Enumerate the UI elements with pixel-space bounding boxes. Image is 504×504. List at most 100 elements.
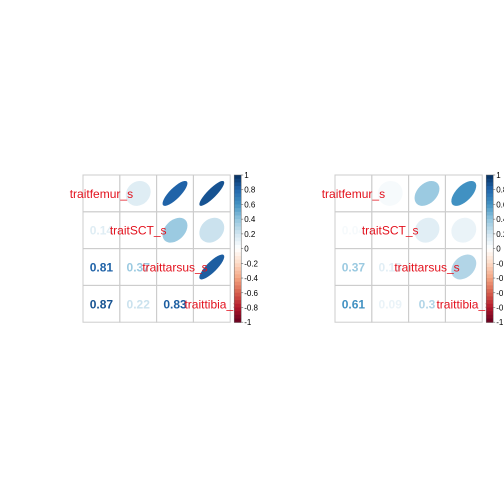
corr-value: 0.87 bbox=[90, 297, 114, 311]
corr-value: 0.09 bbox=[379, 297, 403, 311]
colorbar-segment bbox=[486, 300, 494, 305]
colorbar-tick-label: 0.2 bbox=[496, 230, 504, 239]
colorbar-tick-label: 0 bbox=[244, 245, 249, 254]
colorbar-segment bbox=[486, 200, 494, 206]
corr-ellipse bbox=[414, 217, 440, 243]
corr-ellipse bbox=[451, 217, 477, 243]
colorbar-tick-label: 0.4 bbox=[496, 215, 504, 224]
colorbar-tick-label: -0.4 bbox=[496, 274, 504, 283]
colorbar-segment bbox=[234, 211, 242, 217]
colorbar-segment bbox=[486, 189, 494, 194]
colorbar-segment bbox=[234, 248, 242, 253]
colorbar-segment bbox=[486, 175, 494, 180]
colorbar-tick-label: 0.6 bbox=[244, 200, 256, 209]
colorbar-segment bbox=[486, 314, 494, 320]
colorbar-segment bbox=[486, 259, 494, 264]
colorbar-tick-label: 0.8 bbox=[244, 186, 256, 195]
colorbar-segment bbox=[486, 311, 494, 316]
colorbar-segment bbox=[486, 186, 494, 191]
variable-label: traittarsus_s bbox=[142, 261, 207, 275]
colorbar-tick-label: 0.4 bbox=[244, 215, 256, 224]
grid-cell bbox=[192, 284, 231, 323]
colorbar-segment bbox=[234, 178, 242, 183]
colorbar-segment bbox=[234, 278, 242, 283]
corr-ellipse bbox=[451, 254, 477, 280]
colorbar-segment bbox=[234, 244, 242, 250]
colorbar-tick-label: -0.2 bbox=[244, 259, 258, 268]
colorbar-segment bbox=[234, 296, 242, 301]
colorbar-segment bbox=[234, 186, 242, 191]
grid-cell bbox=[444, 284, 483, 323]
colorbar-segment bbox=[486, 267, 494, 272]
variable-label: traitfemur_s bbox=[322, 187, 385, 201]
colorbar-segment bbox=[486, 204, 494, 209]
colorbar-segment bbox=[486, 296, 494, 301]
colorbar-tick-label: -0.6 bbox=[496, 289, 504, 298]
colorbar-tick-label: -0.8 bbox=[244, 303, 258, 312]
colorbar-segment bbox=[486, 270, 494, 275]
colorbar-segment bbox=[486, 263, 494, 268]
variable-label: traittibia_s bbox=[436, 297, 491, 311]
corr-value: 0.13 bbox=[379, 261, 403, 275]
colorbar-segment bbox=[486, 197, 494, 202]
colorbar-tick-label: 1 bbox=[496, 171, 501, 180]
colorbar-segment bbox=[234, 252, 242, 257]
colorbar-segment bbox=[486, 208, 494, 213]
corr-ellipse bbox=[199, 217, 225, 243]
colorbar-segment bbox=[234, 200, 242, 206]
colorbar-segment bbox=[234, 233, 242, 239]
colorbar-segment bbox=[486, 303, 494, 309]
colorbar-segment bbox=[234, 274, 242, 279]
colorbar-segment bbox=[234, 263, 242, 268]
colorbar-segment bbox=[234, 241, 242, 246]
colorbar-segment bbox=[234, 259, 242, 264]
colorbar-segment bbox=[486, 222, 494, 228]
colorbar-segment bbox=[486, 211, 494, 217]
colorbar-tick-label: -0.4 bbox=[244, 274, 258, 283]
corr-ellipse bbox=[451, 180, 477, 206]
variable-label: traitSCT_s bbox=[362, 224, 419, 238]
colorbar-segment bbox=[234, 230, 242, 235]
variable-label: traittarsus_s bbox=[394, 261, 459, 275]
corr-ellipse bbox=[414, 180, 440, 206]
colorbar-segment bbox=[486, 193, 494, 198]
corrplot-panel-2: 0.040.37 0.130.61 0.09 0.3traitfemur_strait… bbox=[322, 171, 504, 327]
colorbar-tick-label: -1 bbox=[244, 318, 252, 327]
colorbar-segment bbox=[486, 248, 494, 253]
colorbar-tick-label: -0.2 bbox=[496, 259, 504, 268]
colorbar-segment bbox=[234, 285, 242, 290]
colorbar-tick-label: -0.6 bbox=[244, 289, 258, 298]
colorbar-segment bbox=[486, 292, 494, 298]
corr-ellipse bbox=[162, 180, 188, 206]
corr-value: 0.3 bbox=[419, 297, 436, 311]
colorbar-tick-label: -1 bbox=[496, 318, 504, 327]
colorbar-segment bbox=[234, 237, 242, 242]
colorbar-segment bbox=[234, 255, 242, 261]
corr-value: 0.14 bbox=[90, 224, 114, 238]
corr-ellipse bbox=[377, 180, 403, 206]
colorbar-segment bbox=[486, 289, 494, 294]
colorbar-segment bbox=[234, 226, 242, 231]
colorbar-segment bbox=[234, 189, 242, 194]
colorbar-segment bbox=[234, 303, 242, 309]
colorbar-tick-label: -0.8 bbox=[496, 303, 504, 312]
colorbar-tick-label: 1 bbox=[244, 171, 249, 180]
colorbar-segment bbox=[234, 307, 242, 312]
colorbar-segment bbox=[234, 204, 242, 209]
colorbar-segment bbox=[486, 285, 494, 290]
variable-label: traittibia_s bbox=[184, 297, 239, 311]
colorbar-segment bbox=[486, 219, 494, 224]
colorbar-segment bbox=[486, 230, 494, 235]
variable-label: traitSCT_s bbox=[110, 224, 167, 238]
colorbar-segment bbox=[486, 274, 494, 279]
colorbar-tick-label: 0.6 bbox=[496, 200, 504, 209]
colorbar-segment bbox=[234, 300, 242, 305]
corr-value: 0.37 bbox=[342, 261, 366, 275]
colorbar-segment bbox=[486, 244, 494, 250]
colorbar-segment bbox=[486, 252, 494, 257]
corr-ellipse bbox=[162, 217, 188, 243]
colorbar-segment bbox=[234, 267, 242, 272]
colorbar-tick-label: 0.2 bbox=[244, 230, 256, 239]
colorbar-segment bbox=[234, 197, 242, 202]
